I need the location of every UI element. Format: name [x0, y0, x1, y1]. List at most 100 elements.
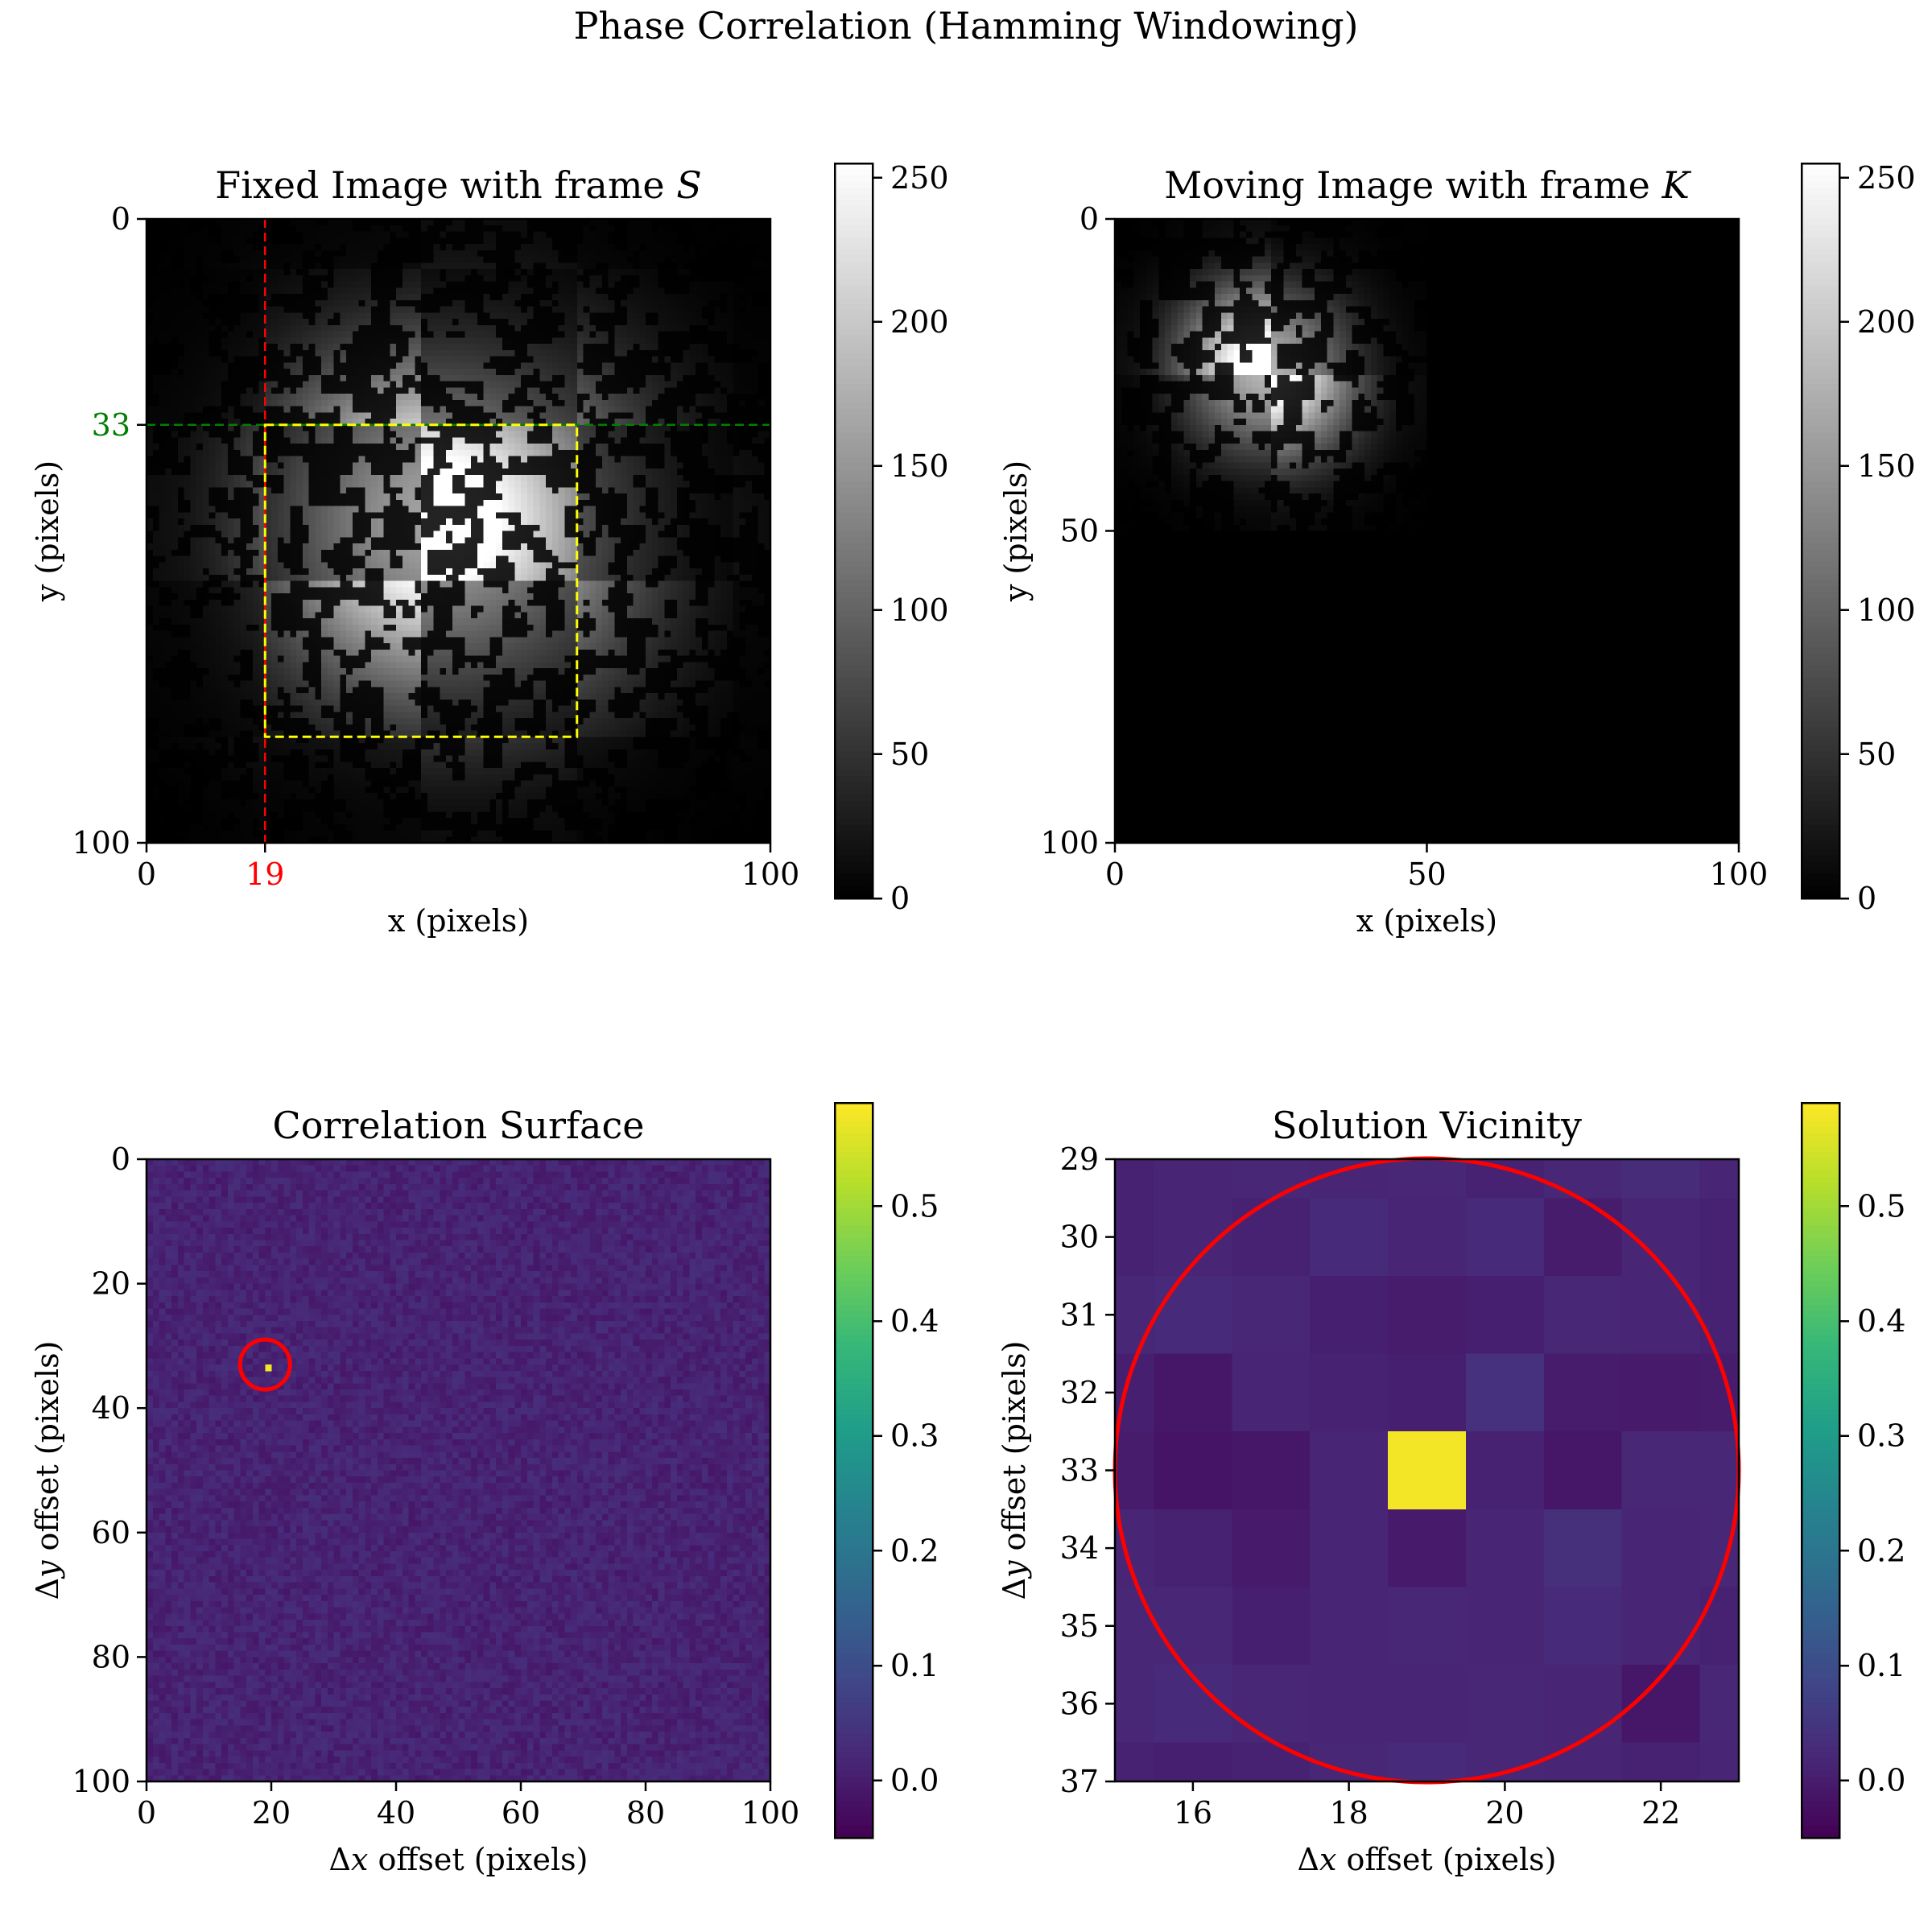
vicinity-cell [1388, 1509, 1466, 1587]
colorbar: 0.00.10.20.30.40.5 [835, 1103, 939, 1839]
x-tick-label: 20 [1485, 1795, 1524, 1831]
x-tick-label: 0 [137, 857, 156, 892]
y-tick-label: 32 [1060, 1375, 1099, 1410]
vicinity-cell [1388, 1276, 1466, 1354]
vicinity-cell [1544, 1198, 1622, 1276]
vicinity-cell [1154, 1431, 1232, 1509]
colorbar-tick-label: 0.0 [1857, 1763, 1905, 1798]
vicinity-cell [1154, 1159, 1232, 1199]
vicinity-cell [1622, 1276, 1700, 1354]
vicinity-cell [1388, 1354, 1466, 1432]
vicinity-cell [1388, 1665, 1466, 1743]
colorbar-tick-label: 0.2 [890, 1533, 939, 1568]
vicinity-cell [1466, 1198, 1544, 1276]
panel-title: Correlation Surface [273, 1104, 645, 1147]
vicinity-cell [1310, 1509, 1388, 1587]
y-tick-label: 50 [1060, 514, 1099, 549]
y-tick-label: 35 [1060, 1608, 1099, 1644]
vicinity-cell [1544, 1743, 1622, 1782]
vicinity-cell [1544, 1665, 1622, 1743]
vicinity-cell [1622, 1354, 1700, 1432]
y-tick-label: 80 [92, 1639, 130, 1674]
y-tick-label: 100 [1040, 825, 1099, 861]
vicinity-cell [1466, 1354, 1544, 1432]
panel-title: Solution Vicinity [1272, 1104, 1582, 1147]
colorbar-tick-label: 0.0 [890, 1763, 939, 1798]
colorbar-tick-label: 0.1 [890, 1648, 939, 1683]
vicinity-cell [1544, 1159, 1622, 1199]
vicinity-cell [1115, 1665, 1154, 1743]
vicinity-cell [1310, 1159, 1388, 1199]
x-tick-label: 18 [1329, 1795, 1368, 1831]
colorbar-tick-label: 250 [890, 160, 949, 196]
vicinity-cell [1388, 1743, 1466, 1782]
vicinity-cell [1388, 1431, 1466, 1509]
vicinity-cell [1310, 1354, 1388, 1432]
x-tick-label: 22 [1641, 1795, 1680, 1831]
y-tick-label: 0 [111, 1141, 130, 1177]
y-tick-label: 33 [92, 407, 130, 443]
colorbar-tick-label: 0.3 [1857, 1418, 1905, 1454]
vicinity-cell [1232, 1743, 1310, 1782]
vicinity-cell [1310, 1276, 1388, 1354]
colorbar-tick-label: 0.3 [890, 1418, 939, 1454]
y-axis-label: Δy offset (pixels) [997, 1341, 1032, 1600]
colorbar-tick-label: 0.2 [1857, 1533, 1905, 1568]
vicinity-cell [1700, 1198, 1740, 1276]
y-axis-label: y (pixels) [998, 460, 1034, 602]
y-tick-label: 36 [1060, 1686, 1099, 1721]
x-tick-label: 0 [137, 1795, 156, 1831]
vicinity-cell [1154, 1509, 1232, 1587]
colorbar-tick-label: 0.5 [890, 1188, 939, 1224]
y-tick-label: 31 [1060, 1297, 1099, 1332]
vicinity-cell [1388, 1587, 1466, 1665]
vicinity-cell [1232, 1665, 1310, 1743]
vicinity-cell [1466, 1431, 1544, 1509]
vicinity-cell [1466, 1276, 1544, 1354]
vicinity-cell [1310, 1198, 1388, 1276]
y-tick-label: 40 [92, 1390, 130, 1426]
x-tick-label: 80 [626, 1795, 665, 1831]
heatmap-image [1115, 1159, 1740, 1782]
vicinity-cell [1310, 1431, 1388, 1509]
vicinity-cell [1466, 1587, 1544, 1665]
heatmap-image [1115, 219, 1740, 844]
colorbar-tick-label: 200 [890, 304, 949, 340]
vicinity-cell [1544, 1276, 1622, 1354]
vicinity-cell [1388, 1159, 1466, 1199]
vicinity-cell [1310, 1587, 1388, 1665]
vicinity-cell [1232, 1159, 1310, 1199]
y-tick-label: 100 [72, 825, 130, 861]
vicinity-cell [1232, 1509, 1310, 1587]
vicinity-cell [1700, 1587, 1740, 1665]
x-axis-label: Δx offset (pixels) [329, 1842, 588, 1877]
vicinity-cell [1544, 1431, 1622, 1509]
colorbar-tick-label: 100 [890, 592, 949, 628]
vicinity-cell [1115, 1431, 1154, 1509]
vicinity-cell [1154, 1743, 1232, 1782]
x-tick-label: 100 [741, 1795, 800, 1831]
colorbar-tick-label: 100 [1857, 592, 1916, 628]
x-tick-label: 19 [246, 857, 284, 892]
x-tick-label: 50 [1407, 857, 1446, 892]
y-axis-label: Δy offset (pixels) [30, 1341, 65, 1600]
y-tick-label: 0 [111, 201, 130, 237]
vicinity-cell [1544, 1354, 1622, 1432]
x-tick-label: 20 [252, 1795, 291, 1831]
vicinity-cell [1544, 1509, 1622, 1587]
colorbar-tick-label: 0 [890, 881, 910, 916]
vicinity-cell [1232, 1198, 1310, 1276]
y-tick-label: 30 [1060, 1220, 1099, 1255]
colorbar-tick-label: 250 [1857, 160, 1916, 196]
heatmap-image [147, 1159, 771, 1782]
colorbar-tick-label: 200 [1857, 304, 1916, 340]
x-tick-label: 100 [741, 857, 800, 892]
y-tick-label: 20 [92, 1266, 130, 1302]
heatmap-image [147, 219, 771, 844]
vicinity-cell [1154, 1587, 1232, 1665]
vicinity-cell [1154, 1354, 1232, 1432]
